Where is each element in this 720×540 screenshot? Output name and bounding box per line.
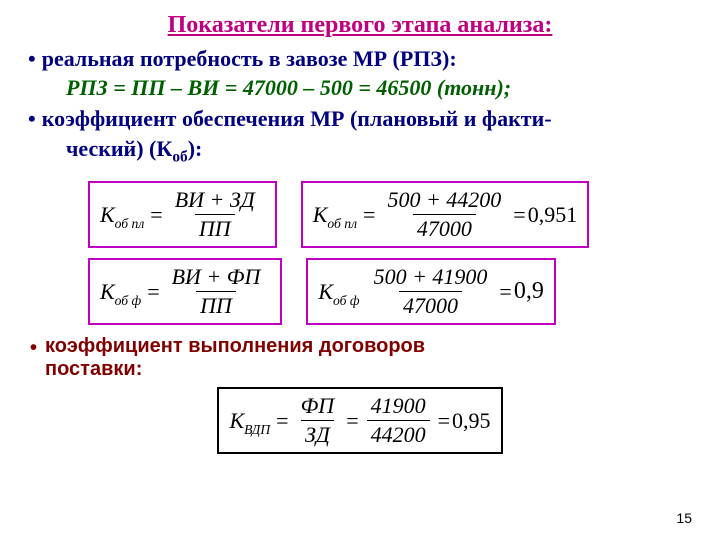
bullet-2-line2-wrap: ческий) (Коб): bbox=[28, 135, 692, 171]
formula-kob-pl-numeric: Коб пл = 500 + 44200 47000 = 0,951 bbox=[301, 181, 589, 248]
f5-den2: 44200 bbox=[367, 420, 430, 448]
f5-rhs: 0,95 bbox=[452, 408, 491, 434]
formula-kob-f-numeric: Коб ф 500 + 41900 47000 = 0,9 bbox=[306, 258, 555, 325]
f4-rhs: 0,9 bbox=[514, 278, 544, 305]
bullet-dot-3: • bbox=[30, 335, 37, 361]
f2-num: 500 + 44200 bbox=[383, 187, 505, 214]
f3-den: ПП bbox=[196, 291, 236, 319]
formula-row-2: Коб ф = ВИ + ФП ПП Коб ф 500 + 41900 470… bbox=[88, 258, 692, 325]
formula-kob-f-symbolic: Коб ф = ВИ + ФП ПП bbox=[88, 258, 282, 325]
bullet-2-after: ): bbox=[188, 136, 203, 161]
f4-num: 500 + 41900 bbox=[370, 264, 492, 291]
f4-den: 47000 bbox=[399, 291, 462, 319]
page-number: 15 bbox=[676, 510, 692, 526]
f1-den: ПП bbox=[195, 214, 235, 242]
f1-lhs-sub: об пл bbox=[115, 216, 145, 231]
bullet-1-text: реальная потребность в завозе МР (РПЗ): bbox=[42, 45, 457, 73]
eq-sign: = bbox=[276, 408, 288, 434]
bullet-3: • коэффициент выполнения договоров поста… bbox=[28, 335, 692, 381]
eq-sign: = bbox=[363, 202, 375, 228]
page-title: Показатели первого этапа анализа: bbox=[28, 12, 692, 39]
formula-kob-pl-symbolic: Коб пл = ВИ + ЗД ПП bbox=[88, 181, 277, 248]
bullet-2-sub: об bbox=[172, 148, 187, 165]
f5-num1: ФП bbox=[297, 393, 339, 420]
eq-sign: = bbox=[346, 408, 358, 434]
f1-lhs: К bbox=[100, 202, 115, 227]
formula-row-3: КВДП = ФП ЗД = 41900 44200 = 0,95 bbox=[28, 387, 692, 454]
f3-lhs-sub: об ф bbox=[115, 293, 142, 308]
f3-num: ВИ + ФП bbox=[168, 264, 265, 291]
bullet-dot-2: • bbox=[28, 105, 36, 133]
bullet-1: • реальная потребность в завозе МР (РПЗ)… bbox=[28, 45, 692, 73]
bullet-2-line2: ческий) (К bbox=[66, 136, 172, 161]
slide: Показатели первого этапа анализа: • реал… bbox=[0, 0, 720, 540]
formula-kvdp: КВДП = ФП ЗД = 41900 44200 = 0,95 bbox=[217, 387, 502, 454]
eq-sign: = bbox=[150, 202, 162, 228]
f5-lhs: К bbox=[229, 408, 244, 433]
equation-rpz: РПЗ = ПП – ВИ = 47000 – 500 = 46500 (тон… bbox=[28, 75, 692, 101]
f4-lhs-sub: об ф bbox=[333, 293, 360, 308]
bullet-2: • коэффициент обеспечения МР (плановый и… bbox=[28, 105, 692, 133]
f4-lhs: К bbox=[318, 279, 333, 304]
formula-row-1: Коб пл = ВИ + ЗД ПП Коб пл = 500 + 44200… bbox=[88, 181, 692, 248]
f5-lhs-sub: ВДП bbox=[244, 422, 270, 437]
bullet-2-text: коэффициент обеспечения МР (плановый и ф… bbox=[42, 105, 552, 133]
f2-rhs: 0,951 bbox=[528, 202, 578, 228]
f5-num2: 41900 bbox=[367, 393, 430, 420]
f5-den1: ЗД bbox=[301, 420, 334, 448]
eq-sign: = bbox=[499, 279, 511, 305]
bullet-3-line2: поставки: bbox=[45, 358, 142, 380]
f3-lhs: К bbox=[100, 279, 115, 304]
f1-num: ВИ + ЗД bbox=[171, 187, 259, 214]
bullet-2-line1: коэффициент обеспечения МР (плановый и ф… bbox=[42, 106, 552, 131]
eq-sign: = bbox=[147, 279, 159, 305]
bullet-3-line1: коэффициент выполнения договоров bbox=[45, 335, 425, 357]
f2-den: 47000 bbox=[413, 214, 476, 242]
eq-sign: = bbox=[513, 202, 525, 228]
f2-lhs: К bbox=[313, 202, 328, 227]
eq-sign: = bbox=[438, 408, 450, 434]
bullet-list: • реальная потребность в завозе МР (РПЗ)… bbox=[28, 45, 692, 171]
f2-lhs-sub: об пл bbox=[327, 216, 357, 231]
bullet-dot-1: • bbox=[28, 45, 36, 73]
